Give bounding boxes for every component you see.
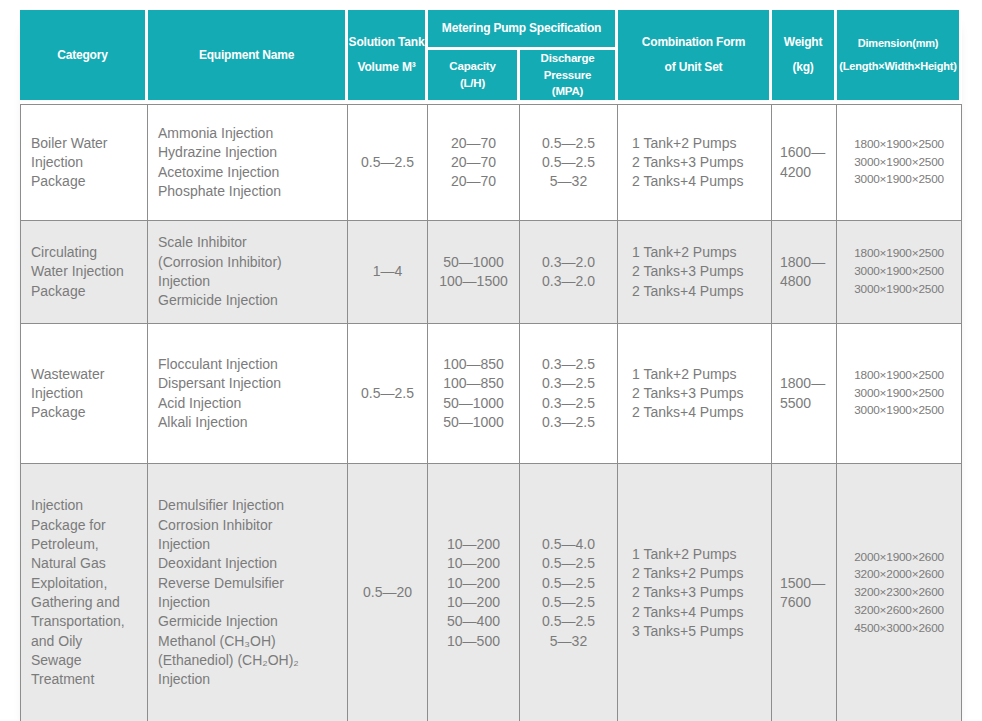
cell-equipment: Flocculant Injection Dispersant Injectio… xyxy=(148,324,348,464)
table-row-circulating-water: Circulating Water Injection Package Scal… xyxy=(20,221,962,324)
col-header-tank-volume: Solution Tank Volume M³ xyxy=(348,10,428,104)
cell-combination: 1 Tank+2 Pumps 2 Tanks+3 Pumps 2 Tanks+4… xyxy=(618,221,772,324)
col-header-discharge-pressure: Discharge Pressure (MPA) xyxy=(520,50,618,104)
col-header-combination: Combination Form of Unit Set xyxy=(618,10,772,104)
cell-equipment: Ammonia Injection Hydrazine Injection Ac… xyxy=(148,104,348,221)
cell-capacity: 100—850 100—850 50—1000 50—1000 xyxy=(428,324,520,464)
cell-dimension: 1800×1900×2500 3000×1900×2500 3000×1900×… xyxy=(837,104,962,221)
cell-tank-volume: 0.5—2.5 xyxy=(348,324,428,464)
col-header-equipment: Equipment Name xyxy=(148,10,348,104)
equipment-spec-table: Category Equipment Name Solution Tank Vo… xyxy=(20,10,962,721)
cell-capacity: 10—200 10—200 10—200 10—200 50—400 10—50… xyxy=(428,464,520,721)
cell-dimension: 2000×1900×2600 3200×2000×2600 3200×2300×… xyxy=(837,464,962,721)
table-row-boiler-water: Boiler Water Injection Package Ammonia I… xyxy=(20,104,962,221)
cell-dimension: 1800×1900×2500 3000×1900×2500 3000×1900×… xyxy=(837,221,962,324)
col-header-category: Category xyxy=(20,10,148,104)
table-row-wastewater: Wastewater Injection Package Flocculant … xyxy=(20,324,962,464)
col-header-dimension: Dimension(mm) (Length×Width×Height) xyxy=(837,10,962,104)
cell-combination: 1 Tank+2 Pumps 2 Tanks+2 Pumps 2 Tanks+3… xyxy=(618,464,772,721)
cell-equipment: Demulsifier Injection Corrosion Inhibito… xyxy=(148,464,348,721)
cell-tank-volume: 1—4 xyxy=(348,221,428,324)
cell-tank-volume: 0.5—2.5 xyxy=(348,104,428,221)
cell-weight: 1600— 4200 xyxy=(772,104,837,221)
cell-discharge-pressure: 0.3—2.0 0.3—2.0 xyxy=(520,221,618,324)
cell-tank-volume: 0.5—20 xyxy=(348,464,428,721)
page: Category Equipment Name Solution Tank Vo… xyxy=(0,0,982,721)
cell-category: Circulating Water Injection Package xyxy=(20,221,148,324)
cell-combination: 1 Tank+2 Pumps 2 Tanks+3 Pumps 2 Tanks+4… xyxy=(618,324,772,464)
cell-weight: 1500— 7600 xyxy=(772,464,837,721)
cell-category: Injection Package for Petroleum, Natural… xyxy=(20,464,148,721)
cell-capacity: 50—1000 100—1500 xyxy=(428,221,520,324)
cell-category: Boiler Water Injection Package xyxy=(20,104,148,221)
cell-weight: 1800— 4800 xyxy=(772,221,837,324)
cell-combination: 1 Tank+2 Pumps 2 Tanks+3 Pumps 2 Tanks+4… xyxy=(618,104,772,221)
col-header-weight: Weight (kg) xyxy=(772,10,837,104)
col-header-metering-pump-spec: Metering Pump Specification xyxy=(428,10,618,50)
cell-discharge-pressure: 0.3—2.5 0.3—2.5 0.3—2.5 0.3—2.5 xyxy=(520,324,618,464)
cell-category: Wastewater Injection Package xyxy=(20,324,148,464)
table-row-petroleum-injection: Injection Package for Petroleum, Natural… xyxy=(20,464,962,721)
cell-equipment: Scale Inhibitor (Corrosion Inhibitor) In… xyxy=(148,221,348,324)
table-header: Category Equipment Name Solution Tank Vo… xyxy=(20,10,962,104)
header-row-main: Category Equipment Name Solution Tank Vo… xyxy=(20,10,962,50)
cell-capacity: 20—70 20—70 20—70 xyxy=(428,104,520,221)
cell-discharge-pressure: 0.5—2.5 0.5—2.5 5—32 xyxy=(520,104,618,221)
cell-dimension: 1800×1900×2500 3000×1900×2500 3000×1900×… xyxy=(837,324,962,464)
cell-discharge-pressure: 0.5—4.0 0.5—2.5 0.5—2.5 0.5—2.5 0.5—2.5 … xyxy=(520,464,618,721)
col-header-capacity: Capacity (L/H) xyxy=(428,50,520,104)
cell-weight: 1800— 5500 xyxy=(772,324,837,464)
table-body: Boiler Water Injection Package Ammonia I… xyxy=(20,104,962,721)
